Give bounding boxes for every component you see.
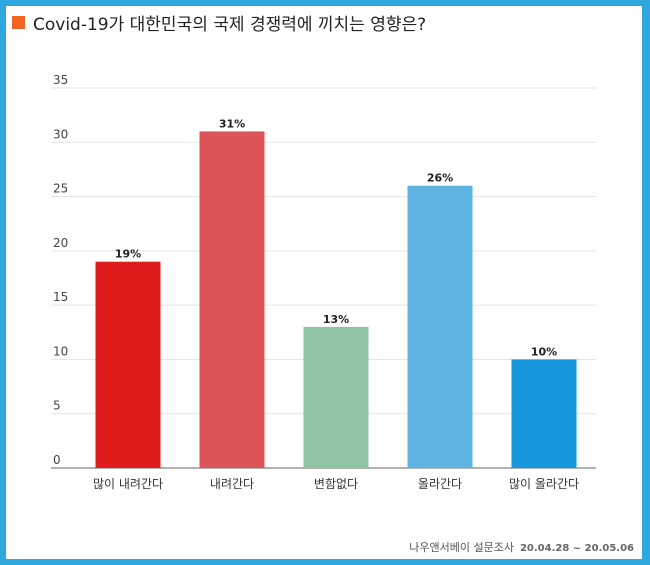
bar-3 [303,326,369,468]
chart-title: Covid-19가 대한민국의 국제 경쟁력에 끼치는 영향은? [33,14,427,35]
data-label-1: 19% [115,248,141,261]
data-label-5: 10% [531,345,557,358]
bar-1 [95,261,161,468]
y-tick-label-20: 20 [53,236,68,250]
y-tick-label-0: 0 [53,453,61,467]
y-tick-label-30: 30 [53,127,68,141]
source-note: 나우앤서베이 설문조사 20.04.28 ~ 20.05.06 [409,539,634,555]
x-category-label-4: 올라간다 [418,477,462,491]
bar-5 [511,359,577,468]
y-tick-label-10: 10 [53,344,68,358]
source-text: 나우앤서베이 설문조사 [409,541,514,554]
title-marker-square [12,15,25,29]
x-category-label-3: 변함없다 [314,477,358,491]
y-tick-label-35: 35 [53,73,68,87]
bar-chart: 0 5 10 15 20 25 30 35 19% 많이 내려간다 31% 내려간다 13% 변함없다 26… [51,73,596,491]
y-tick-label-5: 5 [53,399,61,413]
y-tick-label-15: 15 [53,290,68,304]
data-label-4: 26% [427,172,453,185]
data-label-2: 31% [219,117,245,130]
title-row: Covid-19가 대한민국의 국제 경쟁력에 끼치는 영향은? [12,10,427,35]
source-dates: 20.04.28 ~ 20.05.06 [519,543,634,554]
data-label-3: 13% [323,313,349,326]
chart-frame: Covid-19가 대한민국의 국제 경쟁력에 끼치는 영향은? 0 5 10 15 2… [6,6,642,559]
bar-2 [199,131,265,468]
x-category-label-5: 많이 올라간다 [509,477,579,491]
bar-4 [407,185,473,468]
x-category-label-2: 내려간다 [210,477,254,491]
y-tick-label-25: 25 [53,182,68,196]
x-category-label-1: 많이 내려간다 [93,477,163,491]
